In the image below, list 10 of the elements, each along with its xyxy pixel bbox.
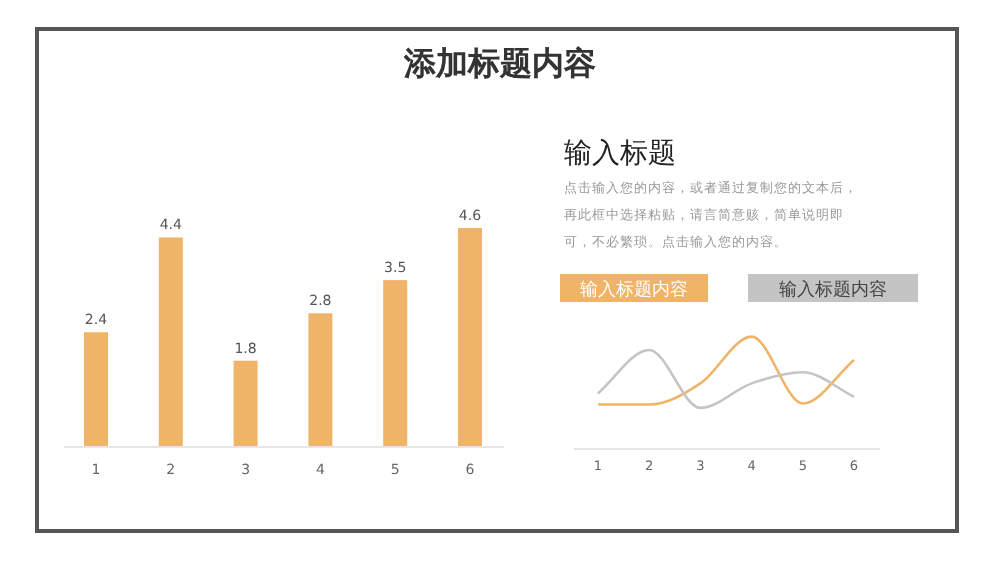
legend-item: 输入标题内容 <box>748 274 918 302</box>
text: 添加标题内容 <box>402 44 596 82</box>
bar <box>308 313 333 446</box>
bar <box>84 332 108 446</box>
bar <box>158 237 183 446</box>
bar <box>383 280 408 446</box>
bar <box>233 360 258 446</box>
text: 输入标题 <box>564 138 676 170</box>
legend-item: 输入标题内容 <box>560 274 708 302</box>
bar <box>458 228 482 446</box>
